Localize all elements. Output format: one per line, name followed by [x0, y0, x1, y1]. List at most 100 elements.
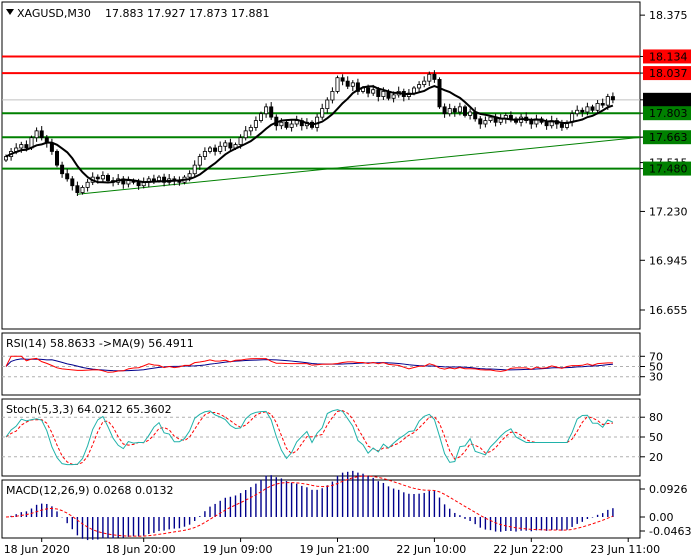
price-axis-label-9: 16.945 — [649, 254, 688, 267]
candle — [575, 105, 580, 117]
candle — [192, 160, 197, 177]
ohlc-low: 17.873 — [189, 7, 228, 20]
candle — [39, 126, 44, 141]
candle-body — [192, 164, 197, 175]
candle — [554, 117, 559, 129]
candle-body — [585, 106, 590, 113]
candle — [580, 107, 585, 117]
candle — [442, 103, 447, 118]
price-axis-label-8: 17.230 — [649, 205, 688, 218]
candle — [600, 98, 605, 108]
candle — [565, 120, 570, 130]
candle-body — [371, 89, 376, 94]
stoch-axis-label-2: 20 — [649, 451, 663, 464]
rsi-axis-label-2: 30 — [649, 371, 663, 384]
candle-body — [320, 108, 325, 118]
candle-body — [34, 130, 39, 139]
x-axis-label-0: 18 Jun 2020 — [4, 543, 70, 556]
rsi-axis-label-0: 70 — [649, 350, 663, 363]
price-axis-label-7: 17.480 — [649, 163, 688, 176]
moving-average-line — [5, 85, 614, 184]
candle-body — [432, 73, 437, 80]
candle — [534, 114, 539, 128]
x-axis-label-6: 23 Jun 11:00 — [590, 543, 660, 556]
trendline — [77, 135, 654, 195]
candle — [437, 77, 442, 109]
candle — [447, 103, 452, 117]
candle-body — [529, 120, 534, 125]
candle-body — [258, 113, 263, 121]
stoch-title: Stoch(5,3,3) 64.0212 65.3602 — [6, 403, 172, 416]
candle — [427, 71, 432, 86]
stoch-layer — [2, 409, 640, 466]
candle-body — [228, 142, 233, 149]
candle-body — [335, 77, 340, 92]
price-title: XAGUSD,M30 — [17, 7, 91, 20]
candle-body — [376, 89, 381, 97]
candle — [75, 181, 80, 196]
axis-layer: 18.37518.13418.03717.88117.80317.66317.5… — [4, 9, 692, 556]
price-label-box-1 — [643, 49, 691, 64]
candle — [197, 153, 202, 170]
candle-body — [39, 130, 44, 139]
candle-body — [391, 94, 396, 99]
candle-body — [202, 151, 207, 157]
candle-body — [580, 109, 585, 113]
price-label-box-7 — [643, 161, 691, 176]
candle-body — [605, 96, 610, 106]
candle — [417, 81, 422, 93]
candle — [335, 75, 340, 94]
candle — [345, 76, 350, 90]
candle-body — [100, 175, 105, 180]
ohlc-close: 17.881 — [231, 7, 270, 20]
candle-body — [427, 73, 432, 82]
rsi-axis-label-1: 50 — [649, 361, 663, 374]
candle-body — [279, 121, 284, 127]
candle-body — [269, 106, 274, 118]
candle-body — [70, 178, 75, 187]
candle-body — [355, 82, 360, 92]
dropdown-triangle-icon[interactable] — [6, 9, 14, 15]
candle — [49, 138, 54, 155]
candle — [60, 161, 65, 178]
x-axis-label-3: 19 Jun 21:00 — [300, 543, 370, 556]
candle-body — [600, 103, 605, 106]
candle-body — [447, 108, 452, 115]
price-axis-label-4: 17.803 — [649, 107, 688, 120]
candle — [253, 116, 258, 131]
candle-body — [345, 80, 350, 87]
price-panel-frame — [1, 1, 641, 330]
x-axis-label-2: 19 Jun 09:00 — [203, 543, 273, 556]
candle-body — [289, 123, 294, 128]
candle — [264, 103, 269, 118]
candle-body — [350, 82, 355, 87]
candle-body — [478, 118, 483, 125]
stoch-axis-label-1: 50 — [649, 431, 663, 444]
candle — [213, 144, 218, 156]
candle — [432, 70, 437, 83]
stoch-axis-label-0: 80 — [649, 411, 663, 424]
candle — [422, 76, 427, 88]
candle — [70, 176, 75, 191]
price-axis-label-2: 18.037 — [649, 67, 688, 80]
candle-body — [452, 108, 457, 113]
candle-body — [422, 80, 427, 85]
macd-layer — [5, 470, 614, 541]
candle — [320, 103, 325, 120]
candle — [269, 102, 274, 120]
candle-body — [106, 175, 111, 181]
candle-body — [284, 121, 289, 128]
x-axis-label-1: 18 Jun 20:00 — [106, 543, 176, 556]
candle-body — [595, 103, 600, 111]
candle-body — [330, 91, 335, 101]
candle-body — [151, 178, 156, 181]
candle-body — [457, 106, 462, 113]
candle — [85, 178, 90, 192]
candle-body — [264, 106, 269, 115]
candle-body — [366, 87, 371, 94]
candle — [585, 102, 590, 116]
price-label-box-5 — [643, 130, 691, 145]
candle — [223, 140, 228, 152]
candle-body — [243, 130, 248, 139]
